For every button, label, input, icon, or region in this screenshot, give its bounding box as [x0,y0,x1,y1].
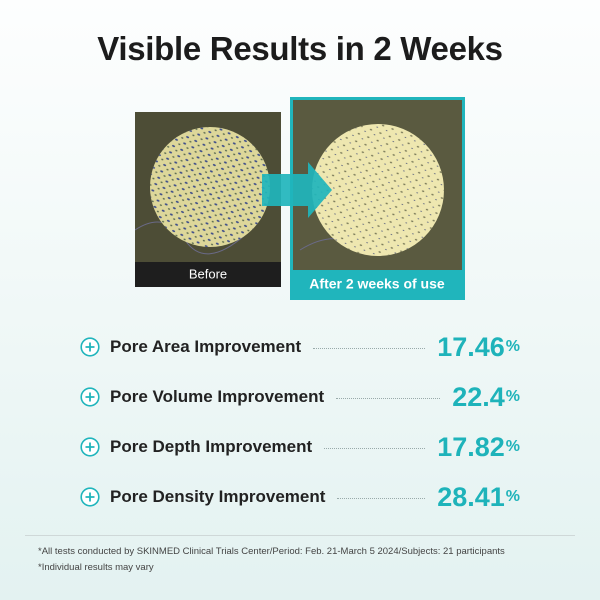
metric-row: Pore Area Improvement 17.46% [80,322,520,372]
metric-row: Pore Density Improvement 28.41% [80,472,520,522]
after-image [293,100,462,270]
plus-icon [80,337,100,357]
metric-value: 17.46 [437,331,505,362]
leader-dots [324,447,426,449]
title: Visible Results in 2 Weeks [97,30,503,67]
metric-unit: % [505,338,520,355]
metric-value: 17.82 [437,431,505,462]
before-image [135,112,281,262]
before-label: Before [189,266,227,281]
metric-row: Pore Volume Improvement 22.4% [80,372,520,422]
leader-dots [336,397,441,399]
plus-icon [80,437,100,457]
metric-label: Pore Depth Improvement [110,437,313,456]
comparison-images: Before After 2 weeks of use [135,97,465,300]
metric-row: Pore Depth Improvement 17.82% [80,422,520,472]
metric-label: Pore Area Improvement [110,337,302,356]
leader-dots [313,347,426,349]
plus-icon [80,387,100,407]
metric-label: Pore Density Improvement [110,487,326,506]
metric-value: 22.4 [452,381,505,412]
metric-value: 28.41 [437,481,505,512]
after-label: After 2 weeks of use [309,276,445,292]
footnote: *All tests conducted by SKINMED Clinical… [38,546,505,557]
metric-unit: % [505,388,520,405]
before-label-band [135,262,281,287]
metrics-list: Pore Area Improvement 17.46% Pore Volume I… [80,322,520,522]
leader-dots [337,497,426,499]
metric-unit: % [505,438,520,455]
metric-label: Pore Volume Improvement [110,387,325,406]
divider [25,535,575,536]
plus-icon [80,487,100,507]
footnote: *Individual results may vary [38,562,154,573]
arrow [262,162,332,218]
metric-unit: % [505,488,520,505]
